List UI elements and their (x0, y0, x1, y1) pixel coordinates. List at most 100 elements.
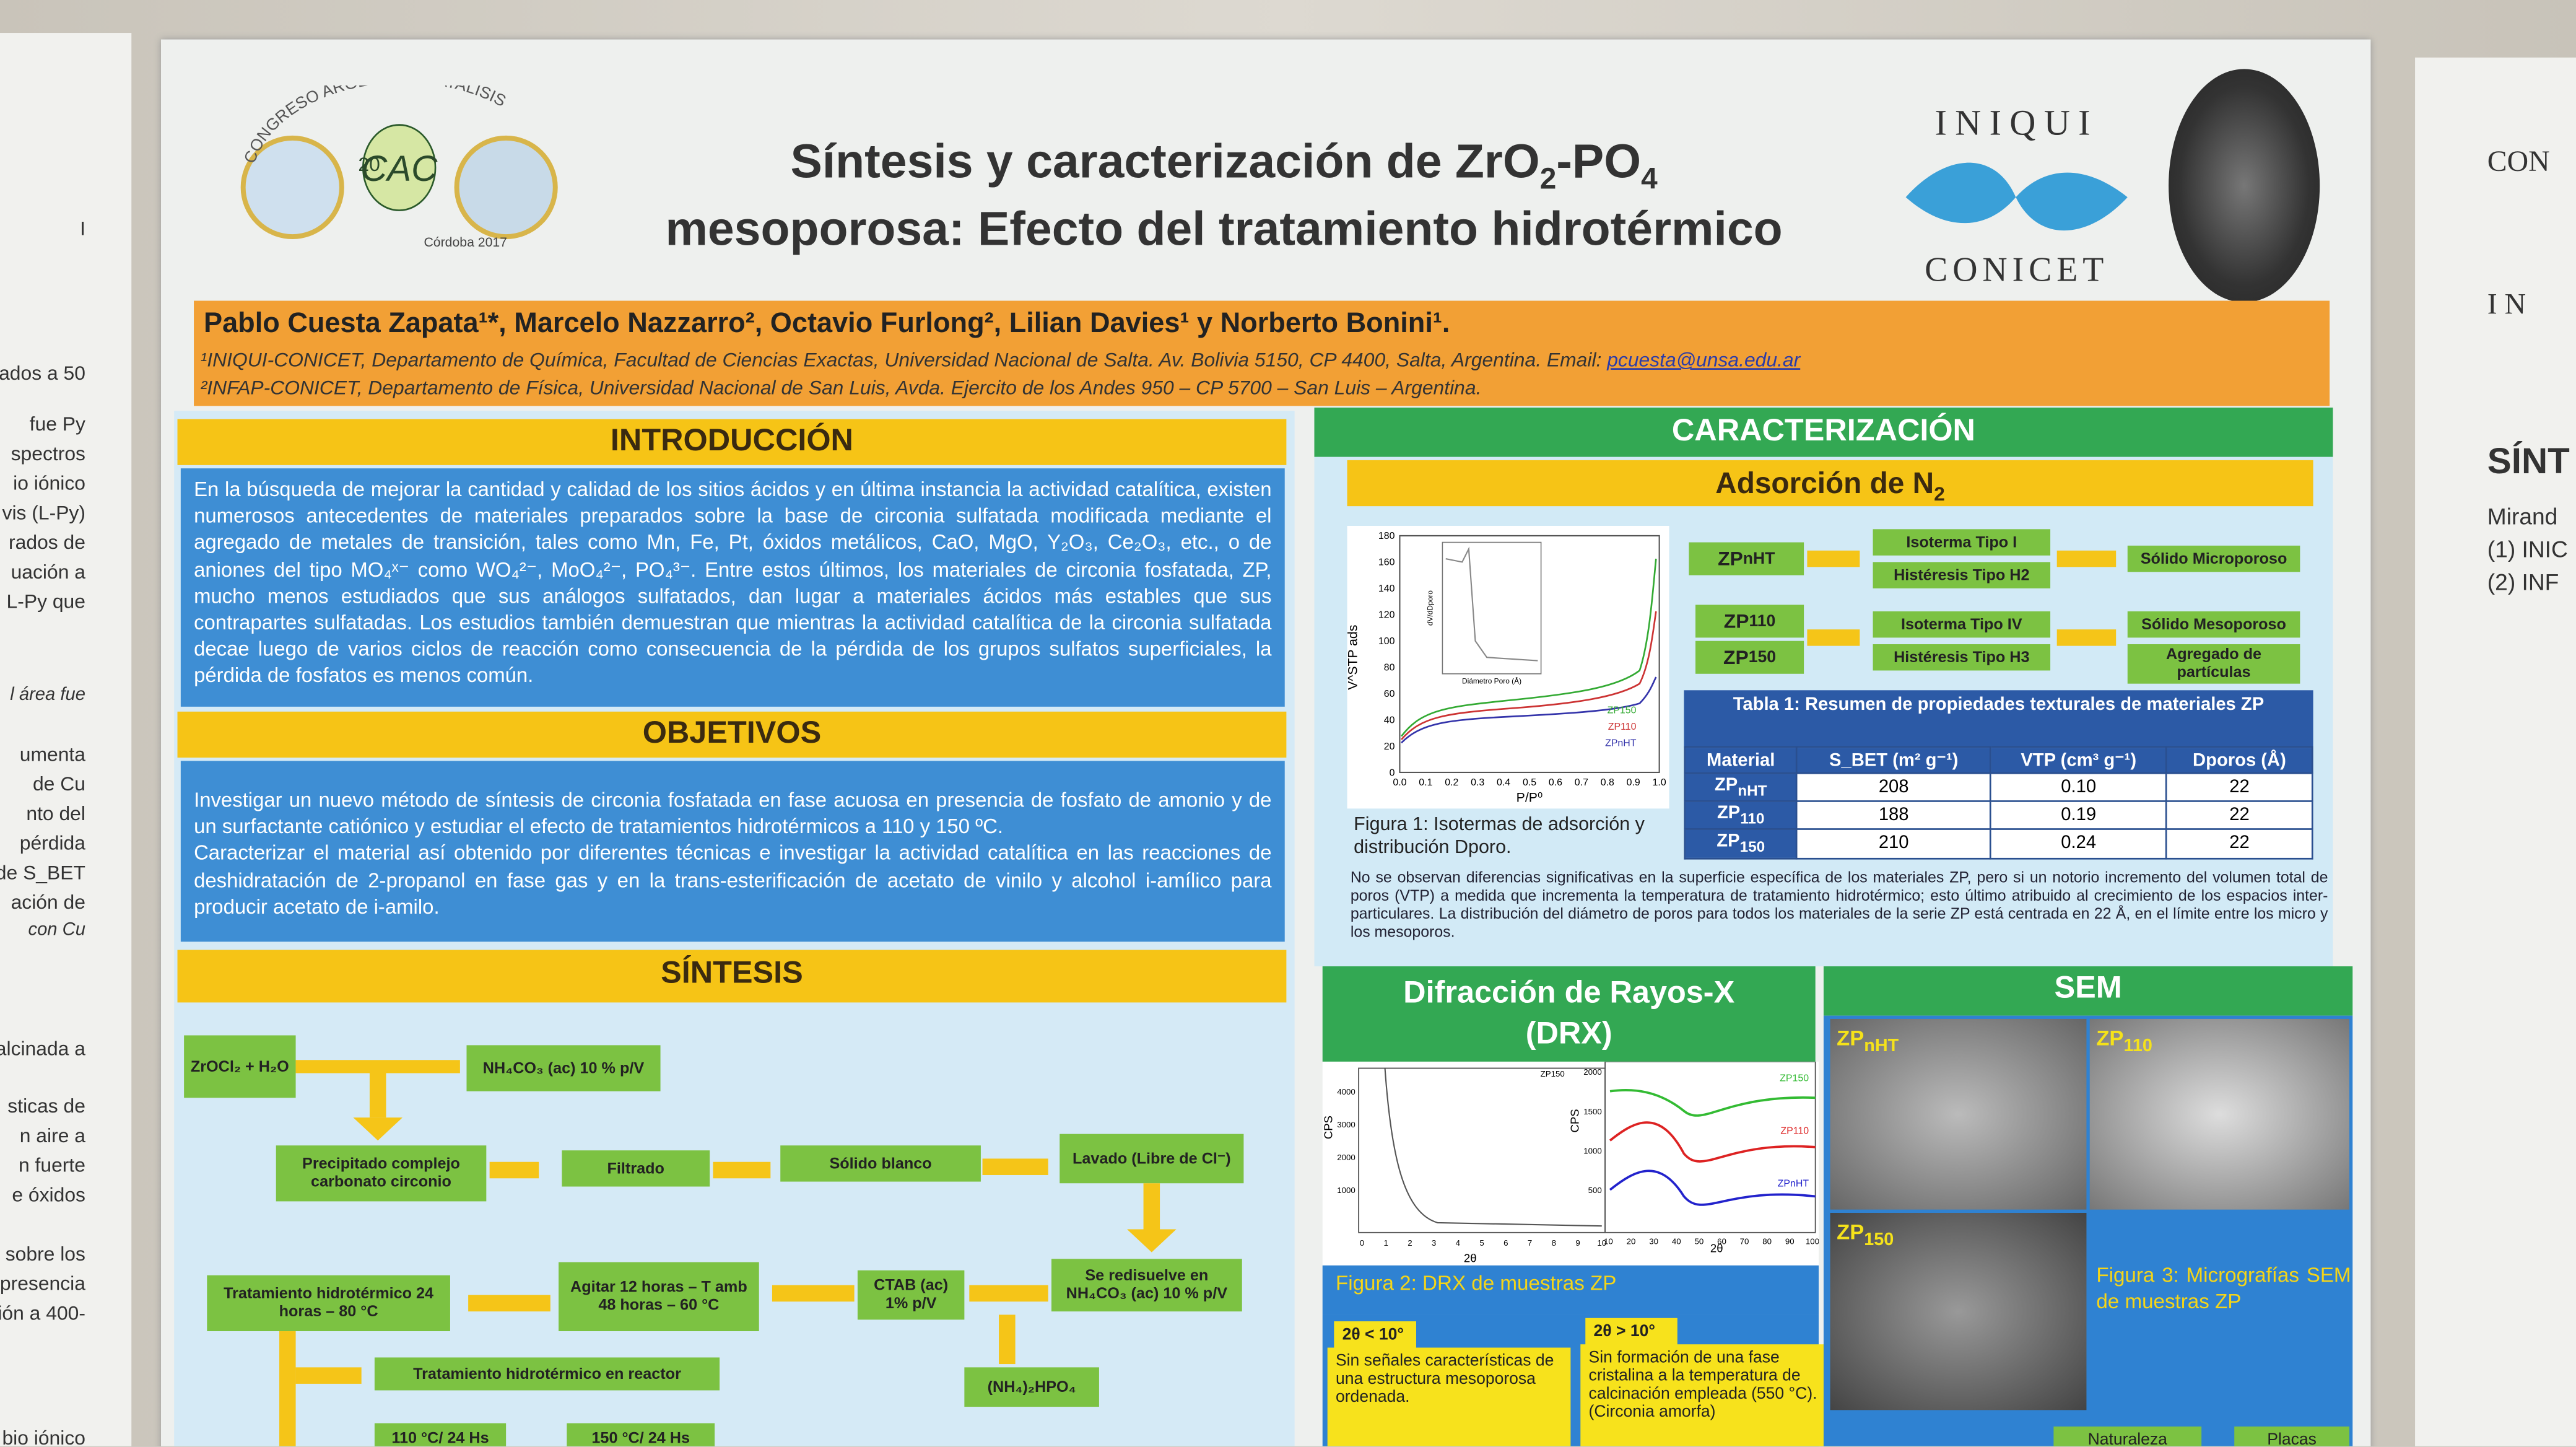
figure-caption: Figura 1: Isotermas de adsorción y distr… (1354, 815, 1645, 858)
sem-label: ZPnHT (1837, 1026, 1899, 1056)
section-heading: SÍNTESIS (177, 950, 1287, 1003)
arrow (2056, 550, 2117, 567)
inset-label: dV/dDporo (1426, 590, 1435, 626)
neighbor-text: de Cu (32, 772, 85, 796)
tick-label: ZP150 (1780, 1073, 1809, 1084)
title-sub: 4 (1641, 162, 1658, 196)
tick-label: 180 (1378, 531, 1395, 541)
logo-circle (240, 135, 344, 240)
arrow (999, 1314, 1016, 1365)
tick-label: ZP150 (1608, 705, 1637, 715)
arrow (2056, 629, 2117, 646)
inset-label: Diámetro Poro (Å) (1462, 676, 1521, 686)
tick-label: ZPnHT (1778, 1179, 1809, 1189)
cac-logo: CONGRESO ARGENTINO CATALISIS CAC 20 Córd… (240, 85, 558, 250)
table: Material S_BET (m² g⁻¹) VTP (cm³ g⁻¹) Dp… (1684, 746, 2313, 859)
sample: ZP (1717, 832, 1740, 852)
section-heading: SEM (1823, 966, 2353, 1016)
tick-label: 90 (1785, 1236, 1795, 1246)
note-title: 2θ < 10° (1334, 1321, 1416, 1350)
header-cell: Dporos (Å) (2165, 746, 2313, 774)
left-neighbor-poster (0, 33, 132, 1446)
neighbor-text: spectros (11, 442, 85, 465)
title-text: Síntesis y caracterización de ZrO (790, 136, 1540, 190)
neighbor-text: sticas de (7, 1094, 85, 1118)
tick-label: 10 (1604, 1236, 1613, 1246)
right-neighbor-text: CON I N SÍNT Mirand (1) INIC (2) INF (2415, 0, 2576, 1446)
note-text: Sin formación de una fase cristalina a l… (1580, 1344, 1835, 1446)
tick-label: 160 (1378, 557, 1395, 568)
tick-label: 1000 (1337, 1186, 1355, 1195)
neighbor-text: pérdida (19, 831, 85, 855)
neighbor-text: L-Py que (6, 590, 85, 613)
tick-label: 0 (1360, 1238, 1364, 1248)
figure-caption: Figura 2: DRX de muestras ZP (1322, 1265, 1819, 1315)
arrow (295, 1367, 362, 1384)
tick-label: 80 (1762, 1236, 1772, 1246)
flow-box: Naturaleza (2053, 1426, 2202, 1446)
tick-label: 1 (1383, 1238, 1388, 1248)
neighbor-text: a de S_BET (0, 861, 85, 885)
tick-label: 0.5 (1523, 777, 1536, 788)
section-heading: OBJETIVOS (177, 711, 1287, 758)
tick-label: 140 (1378, 584, 1395, 594)
sample: ZP (1723, 608, 1749, 632)
tick-label: ZP150 (1541, 1069, 1565, 1078)
neighbor-text: ados a 50 (0, 361, 85, 385)
arrow-head (353, 1117, 403, 1141)
tick-label: 70 (1740, 1236, 1749, 1246)
tick-label: 4 (1456, 1238, 1460, 1248)
title-line: Síntesis y caracterización de ZrO2-PO4 (575, 136, 1873, 197)
tick-label: 2 (1408, 1238, 1412, 1248)
inset-frame (1442, 541, 1542, 675)
flow-box: Filtrado (562, 1150, 710, 1187)
tick-label: 7 (1528, 1238, 1532, 1248)
flow-box: Sólido blanco (780, 1145, 981, 1182)
flow-box: Histéresis Tipo H3 (1873, 644, 2051, 671)
authors: Pablo Cuesta Zapata¹*, Marcelo Nazzarro²… (203, 307, 1450, 339)
neighbor-text: I (80, 217, 85, 240)
affiliation: ¹INIQUI-CONICET, Departamento de Química… (201, 348, 2328, 371)
sample: ZP (1714, 776, 1738, 796)
flow-box: ZrOCl₂ + H₂O (184, 1035, 296, 1098)
neighbor-text: (1) INIC (2487, 535, 2568, 562)
tick-label: 40 (1672, 1236, 1681, 1246)
decor-curve (1609, 1089, 1816, 1117)
neighbor-text: I N (2487, 287, 2526, 321)
sample: ZP (1723, 645, 1749, 668)
arrow (1807, 550, 1860, 567)
plot-frame (1399, 535, 1660, 774)
arrow (489, 1161, 539, 1179)
neighbor-text: bio iónico (2, 1426, 85, 1446)
flow-box: Tratamiento hidrotérmico en reactor (374, 1357, 720, 1391)
title-text: -PO (1556, 136, 1642, 190)
neighbor-text: fue Py (29, 412, 85, 436)
tick-label: 60 (1717, 1236, 1726, 1246)
header-cell: S_BET (m² g⁻¹) (1796, 746, 1992, 774)
table-row: ZPnHT 208 0.10 22 (1684, 772, 2313, 803)
tick-label: ZP110 (1780, 1126, 1809, 1137)
decor-curve (1384, 1068, 1602, 1227)
tick-label: ZPnHT (1605, 738, 1637, 749)
neighbor-text: io iónico (13, 471, 85, 495)
neighbor-text: vis (L-Py) (2, 501, 85, 525)
arrow (295, 1060, 460, 1073)
axis-label: P/P⁰ (1516, 791, 1543, 805)
sample: ZP (1718, 546, 1743, 570)
neighbor-text: con Cu (28, 920, 85, 940)
title-line: mesoporosa: Efecto del tratamiento hidro… (665, 203, 1783, 256)
tick-label: 6 (1503, 1238, 1508, 1248)
logo-circle (454, 135, 558, 240)
tick-label: 0.7 (1575, 777, 1588, 788)
tick-label: 5 (1479, 1238, 1484, 1248)
arrow (713, 1161, 771, 1179)
neighbor-text: alcinada a (0, 1037, 85, 1060)
tick-label: 100 (1806, 1236, 1819, 1246)
neighbor-text: n fuerte (18, 1153, 85, 1177)
flow-box: Isoterma Tipo I (1873, 529, 2051, 556)
table-title: Tabla 1: Resumen de propiedades textural… (1684, 690, 2313, 746)
neighbor-text: n aire a (19, 1124, 85, 1147)
tick-label: 1000 (1583, 1146, 1601, 1155)
decor-curve (1401, 676, 1657, 744)
